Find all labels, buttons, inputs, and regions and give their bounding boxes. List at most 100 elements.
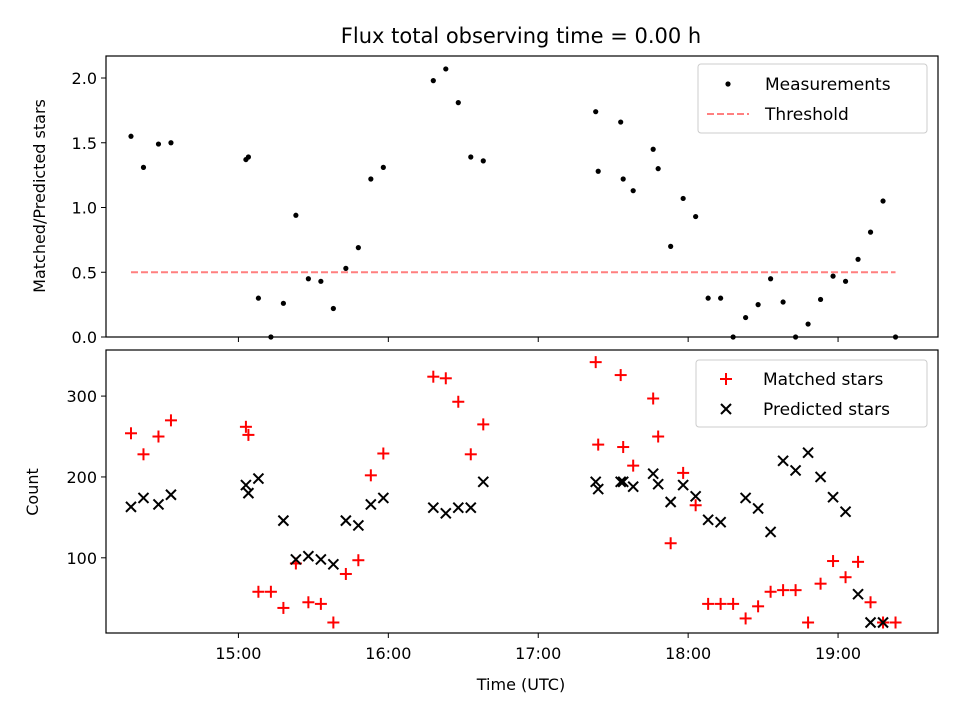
- measurement-point: [705, 295, 711, 301]
- measurement-point: [867, 229, 874, 235]
- legend-measurements-label: Measurements: [765, 75, 891, 95]
- matched-star-point: [239, 420, 252, 433]
- x-tick-label: 17:00: [515, 644, 561, 663]
- legend-predicted-marker: [720, 403, 732, 415]
- legend-measurements-marker: [725, 81, 731, 87]
- predicted-star-point: [677, 479, 689, 491]
- predicted-star-point: [739, 492, 752, 504]
- measurement-point: [830, 273, 836, 279]
- measurement-point: [655, 166, 661, 172]
- matched-star-point: [652, 430, 665, 443]
- predicted-star-point: [240, 479, 252, 491]
- measurement-point: [155, 141, 162, 147]
- predicted-star-point: [137, 492, 150, 504]
- predicted-star-point: [827, 491, 839, 503]
- measurement-point: [620, 176, 626, 182]
- measurement-point: [255, 295, 262, 301]
- y-tick-label: 300: [66, 387, 97, 406]
- top-y-ticks: 0.0 0.5 1.0 1.5 2.0: [72, 69, 106, 347]
- predicted-star-point: [877, 616, 889, 629]
- predicted-star-point: [764, 526, 777, 538]
- y-tick-label: 200: [66, 468, 97, 487]
- predicted-star-point: [302, 550, 315, 562]
- bottom-legend-box: [695, 359, 928, 428]
- measurement-point: [630, 188, 636, 194]
- matched-star-point: [627, 459, 640, 472]
- bottom-panel: Count Time (UTC) 100 200 300 15:00 16:00 17:…: [23, 349, 939, 694]
- matched-star-point: [647, 392, 660, 405]
- predicted-star-point: [125, 501, 137, 513]
- measurement-point: [755, 302, 761, 308]
- matched-star-point: [714, 597, 727, 610]
- measurement-point: [593, 109, 599, 115]
- top-panel: Flux total observing time = 0.00 h Match…: [30, 24, 939, 347]
- matched-star-point: [164, 414, 177, 427]
- matched-star-point: [752, 600, 765, 613]
- predicted-star-point: [802, 446, 814, 459]
- matched-star-point: [689, 499, 702, 512]
- measurement-point: [780, 299, 786, 305]
- matched-star-point: [839, 571, 852, 584]
- predicted-star-point: [327, 558, 340, 570]
- predicted-star-point: [689, 490, 702, 503]
- measurement-point: [293, 212, 299, 218]
- measurement-point: [693, 213, 699, 220]
- y-tick-label: 2.0: [72, 69, 97, 88]
- matched-star-point: [242, 428, 255, 441]
- predicted-star-point: [617, 476, 629, 488]
- measurement-point: [680, 195, 686, 202]
- measurement-point: [718, 295, 724, 301]
- matched-star-point: [589, 356, 602, 369]
- matched-star-point: [277, 601, 290, 614]
- matched-star-point: [252, 585, 265, 598]
- matched-star-point: [124, 427, 137, 440]
- x-tick-label: 15:00: [215, 644, 261, 663]
- predicted-star-point: [614, 476, 627, 488]
- matched-star-point: [314, 597, 327, 610]
- top-legend-box: [697, 63, 928, 134]
- predicted-star-point: [440, 507, 452, 520]
- predicted-star-point: [290, 553, 302, 566]
- matched-star-point: [764, 585, 777, 598]
- legend-threshold-label: Threshold: [764, 105, 849, 125]
- matched-star-point: [377, 447, 390, 460]
- matched-star-point: [592, 438, 605, 451]
- matched-star-point: [339, 567, 352, 580]
- legend-predicted-label: Predicted stars: [763, 400, 890, 420]
- predicted-star-point: [652, 478, 664, 490]
- measurement-point: [355, 245, 361, 251]
- matched-star-point: [889, 616, 902, 629]
- measurement-point: [855, 256, 861, 262]
- matched-star-point: [464, 448, 477, 461]
- measurement-point: [380, 164, 386, 170]
- y-tick-label: 1.0: [72, 199, 97, 218]
- predicted-star-point: [589, 476, 602, 488]
- measurement-point: [128, 133, 134, 139]
- predicted-star-point: [377, 492, 390, 504]
- y-tick-label: 0.0: [72, 328, 97, 347]
- measurement-point: [743, 314, 749, 321]
- bottom-y-axis-label: Count: [23, 468, 42, 516]
- legend-matched-marker: [720, 373, 732, 385]
- measurement-point: [650, 146, 656, 152]
- matched-star-point: [477, 418, 490, 431]
- measurement-point: [280, 300, 286, 306]
- bottom-series: [124, 356, 902, 629]
- measurement-point: [168, 140, 174, 146]
- x-tick-label: 16:00: [365, 644, 411, 663]
- measurement-point: [805, 321, 811, 327]
- predicted-star-point: [427, 501, 440, 514]
- matched-star-point: [427, 370, 440, 383]
- predicted-star-point: [647, 468, 659, 480]
- measurement-point: [443, 66, 449, 72]
- predicted-star-point: [864, 616, 877, 629]
- matched-star-point: [864, 596, 877, 609]
- matched-star-point: [352, 554, 365, 567]
- measurement-point: [455, 100, 461, 106]
- predicted-star-point: [752, 502, 764, 515]
- measurement-point: [245, 154, 252, 160]
- x-axis-label: Time (UTC): [476, 675, 565, 694]
- predicted-star-point: [627, 480, 639, 493]
- matched-star-point: [439, 372, 452, 385]
- bottom-legend: Matched stars Predicted stars: [695, 359, 928, 428]
